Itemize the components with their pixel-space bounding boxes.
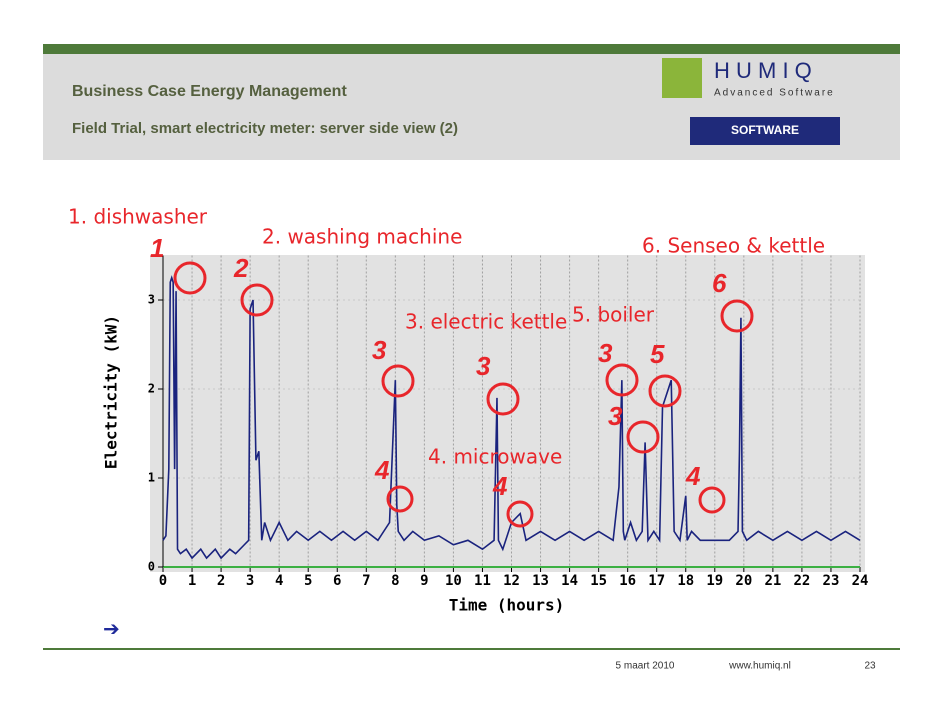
x-tick-label: 20 (735, 573, 752, 589)
x-tick-label: 14 (561, 573, 578, 589)
logo2: SOFTWARE (731, 123, 799, 137)
x-tick-label: 15 (590, 573, 607, 589)
slide-subtitle: Field Trial, smart electricity meter: se… (72, 120, 458, 137)
x-tick-label: 3 (246, 573, 254, 589)
marker-number: 6 (712, 268, 727, 298)
footer-line (43, 648, 900, 650)
logo: H U M I Q (714, 58, 812, 83)
annotation: 1. dishwasher (68, 205, 208, 229)
x-tick-label: 4 (275, 573, 283, 589)
x-tick-label: 1 (188, 573, 196, 589)
x-tick-label: 16 (619, 573, 636, 589)
highlight-circle (648, 374, 682, 408)
header-stripe (43, 44, 900, 54)
marker-number: 3 (372, 335, 387, 365)
x-tick-label: 9 (420, 573, 428, 589)
marker-number: 2 (233, 253, 249, 283)
highlight-circle (173, 261, 207, 295)
footer-url: www.humiq.nl (728, 661, 791, 672)
highlight-circle (626, 420, 660, 454)
x-axis-label: Time (hours) (449, 596, 565, 615)
y-tick-label: 2 (148, 382, 155, 396)
x-tick-label: 8 (391, 573, 399, 589)
y-tick-label: 1 (148, 471, 155, 485)
x-tick-label: 2 (217, 573, 225, 589)
x-tick-label: 24 (852, 573, 869, 589)
footer-page: 23 (864, 661, 876, 672)
logo2-box (690, 117, 840, 145)
slide-title: Business Case Energy Management (72, 83, 347, 100)
x-tick-label: 21 (764, 573, 781, 589)
x-tick-label: 11 (474, 573, 491, 589)
x-tick-label: 22 (793, 573, 810, 589)
highlight-circle (386, 485, 414, 513)
chart: 0 1 2 3 4 5 6 7 8 9 10 11 12 13 14 15 16 17 18 19 20 21 22 23 24… (68, 205, 868, 615)
x-tick-label: 13 (532, 573, 549, 589)
annotation: 6. Senseo & kettle (642, 234, 825, 258)
x-tick-label: 18 (677, 573, 694, 589)
annotation: 2. washing machine (262, 225, 462, 249)
annotation: 3. electric kettle (405, 310, 567, 334)
highlight-circle (486, 382, 520, 416)
marker-number: 4 (374, 455, 390, 485)
marker-number: 3 (476, 351, 491, 381)
highlight-circle (506, 500, 534, 528)
marker-number: 3 (608, 401, 623, 431)
highlight-circle (720, 299, 754, 333)
logo-icon (662, 58, 702, 98)
marker-number: 4 (685, 461, 701, 491)
highlight-circle (605, 363, 639, 397)
y-tick-label: 3 (148, 293, 155, 307)
marker-number: 1 (150, 233, 164, 263)
x-tick-label: 5 (304, 573, 312, 589)
highlight-circle (698, 486, 726, 514)
x-tick-label: 19 (706, 573, 723, 589)
data-line (162, 275, 861, 560)
logo-tagline: Advanced Software (714, 88, 835, 99)
highlight-circle (240, 283, 274, 317)
y-tick-label: 0 (148, 560, 155, 574)
highlight-circle (381, 364, 415, 398)
x-tick-label: 10 (445, 573, 462, 589)
x-tick-label: 7 (362, 573, 370, 589)
y-axis-label: Electricity (kW) (102, 315, 121, 469)
x-tick-label: 17 (648, 573, 665, 589)
x-tick-label: 23 (823, 573, 840, 589)
footer-date: 5 maart 2010 (616, 661, 675, 672)
annotation: 5. boiler (572, 303, 655, 327)
annotation: 4. microwave (428, 445, 562, 469)
x-tick-label: 12 (503, 573, 520, 589)
x-tick-label: 6 (333, 573, 341, 589)
bullet: ➔ (103, 618, 120, 640)
marker-number: 4 (492, 471, 508, 501)
marker-number: 5 (650, 339, 665, 369)
x-tick-label: 0 (159, 573, 167, 589)
marker-number: 3 (598, 338, 613, 368)
